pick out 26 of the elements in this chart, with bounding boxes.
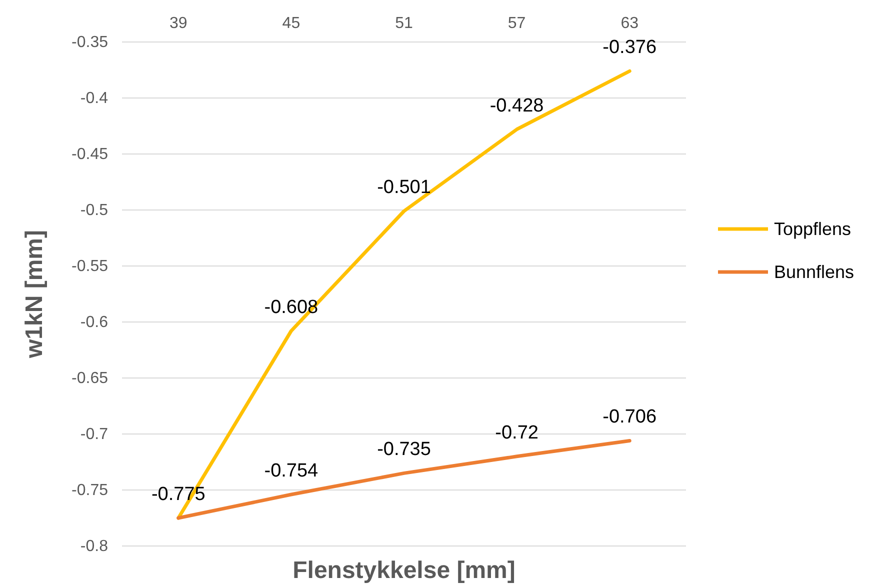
data-label: -0.428 [490, 95, 544, 116]
data-label: -0.754 [264, 460, 319, 482]
data-label: -0.376 [602, 37, 657, 58]
y-tick-label: -0.35 [72, 34, 108, 52]
data-label: -0.501 [377, 177, 431, 198]
legend-label: Bunnflens [774, 262, 854, 282]
x-tick-label: 39 [170, 15, 188, 32]
y-tick-label: -0.6 [80, 314, 108, 332]
y-tick-label: -0.75 [72, 482, 108, 500]
data-label: -0.735 [377, 439, 431, 460]
data-label: -0.706 [602, 406, 657, 428]
y-tick-label: -0.5 [80, 202, 108, 220]
y-tick-label: -0.45 [72, 146, 108, 164]
x-tick-label: 63 [620, 15, 639, 32]
x-tick-label: 51 [395, 15, 413, 32]
y-tick-label: -0.4 [80, 90, 108, 108]
x-tick-label: 45 [282, 15, 300, 32]
y-tick-label: -0.65 [72, 370, 108, 388]
y-axis-title: w1kN [mm] [21, 230, 48, 360]
legend-label: Toppflens [774, 219, 852, 239]
y-tick-label: -0.55 [72, 258, 108, 276]
x-tick-label: 57 [508, 15, 526, 32]
y-tick-label: -0.8 [80, 538, 108, 556]
data-label: -0.72 [495, 422, 538, 444]
x-axis-title: Flenstykkelse [mm] [292, 557, 516, 584]
y-tick-label: -0.7 [80, 426, 108, 444]
